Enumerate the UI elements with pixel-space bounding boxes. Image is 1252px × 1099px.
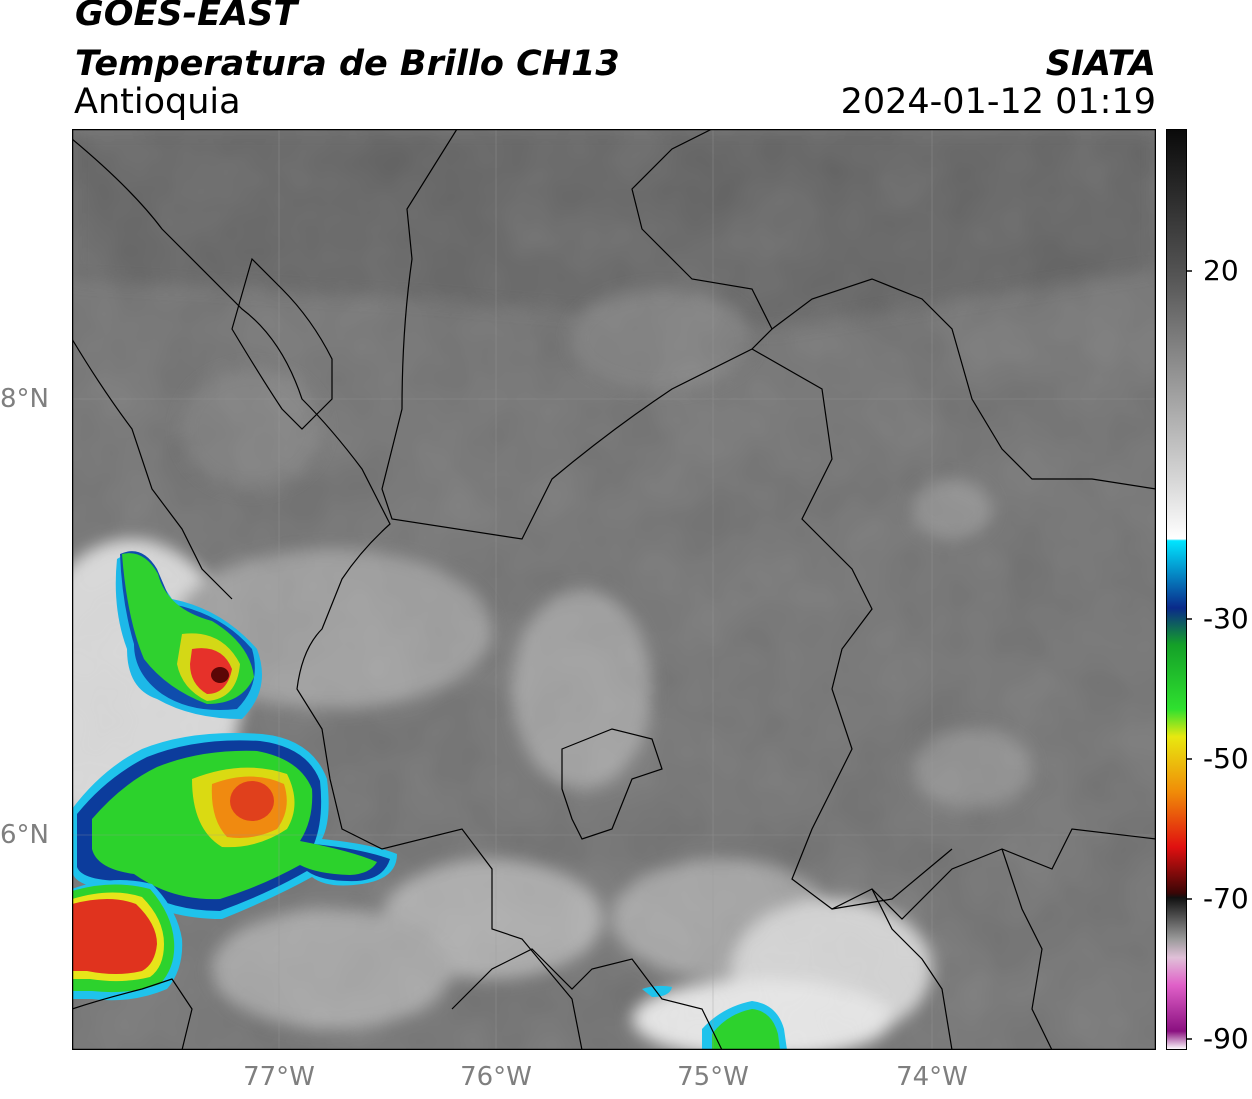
lat-label-6n: 6°N (0, 820, 49, 850)
lon-label-75w: 75°W (677, 1062, 749, 1092)
timestamp-label: 2024-01-12 01:19 (840, 82, 1156, 122)
convective-cell-southwest (72, 880, 183, 1001)
colorbar-tick-minus50: -50 (1203, 742, 1249, 775)
administrative-boundaries (72, 129, 1156, 1050)
map-frame (72, 129, 1156, 1050)
region-label: Antioquia (74, 82, 241, 122)
colorbar-tick-minus90: -90 (1203, 1022, 1249, 1055)
brightness-temperature-map[interactable] (72, 129, 1156, 1050)
graticule (72, 129, 1156, 1050)
organization-label: SIATA (1045, 44, 1156, 84)
colorbar (1166, 129, 1192, 1050)
colorbar-tick-minus30: -30 (1203, 602, 1249, 635)
lat-label-8n: 8°N (0, 384, 49, 414)
lon-label-74w: 74°W (896, 1062, 968, 1092)
convective-cell-south (642, 985, 787, 1050)
colorbar-tick-20: 20 (1203, 254, 1239, 287)
lon-label-76w: 76°W (460, 1062, 532, 1092)
convective-cell-northwest (115, 551, 262, 719)
satellite-title: GOES-EAST (75, 0, 298, 34)
lon-label-77w: 77°W (243, 1062, 315, 1092)
colorbar-tick-minus70: -70 (1203, 882, 1249, 915)
convective-cell-west (72, 733, 397, 919)
product-title: Temperatura de Brillo CH13 (75, 44, 620, 84)
